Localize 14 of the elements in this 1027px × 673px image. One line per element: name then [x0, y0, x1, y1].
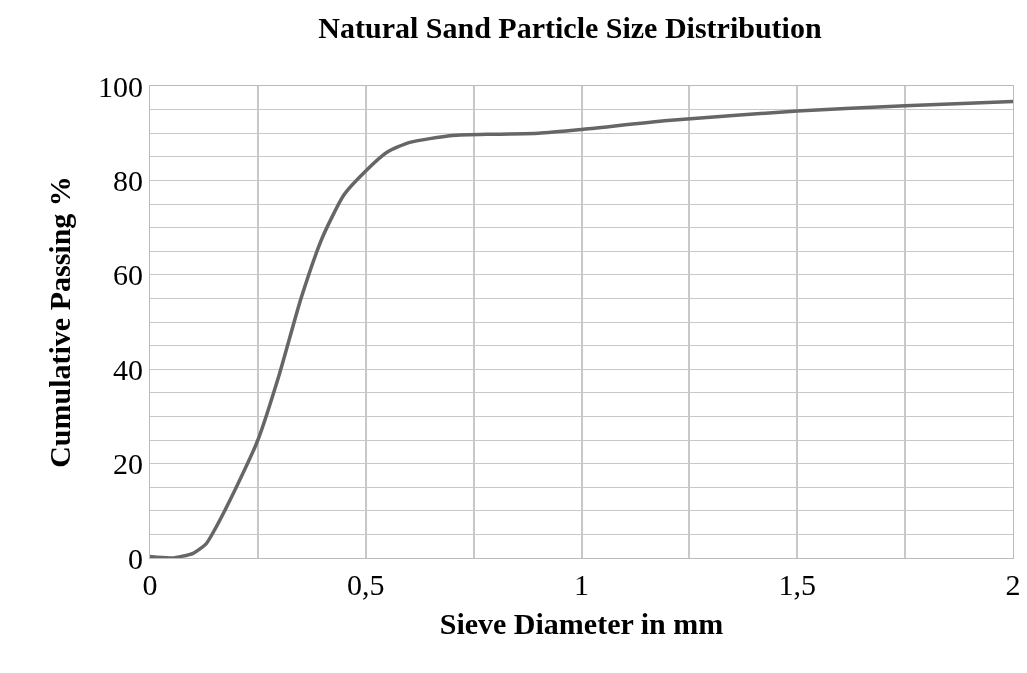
x-tick-label: 1,5	[778, 568, 816, 601]
y-tick-label: 80	[113, 163, 143, 197]
y-tick-label: 0	[128, 541, 143, 575]
chart-title: Natural Sand Particle Size Distribution	[318, 10, 822, 44]
x-axis-title: Sieve Diameter in mm	[439, 606, 724, 640]
x-tick-label: 1	[574, 568, 589, 601]
x-tick-label: 0,5	[347, 568, 385, 601]
y-tick-label: 20	[113, 447, 143, 481]
x-tick-label: 2	[1005, 568, 1021, 601]
y-tick-label: 60	[113, 258, 143, 292]
y-tick-label: 40	[113, 352, 143, 386]
y-tick-label: 100	[98, 69, 143, 103]
y-axis-title: Cumulative Passing %	[43, 176, 76, 468]
line-series	[150, 99, 1013, 558]
